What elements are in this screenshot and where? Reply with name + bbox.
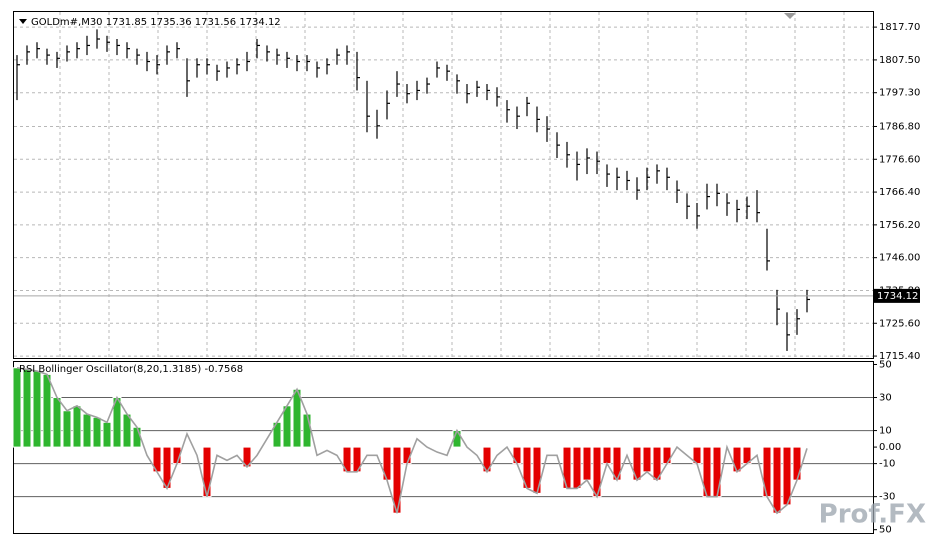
histogram-bar: [202, 446, 212, 498]
histogram-bar: [302, 413, 312, 448]
histogram-bar: [12, 367, 22, 448]
plot-layer: 1817.70 1807.50 1797.30 1786.80 1776.60 1766.…: [12, 12, 920, 536]
histogram-bar: [42, 373, 52, 448]
y-tick-label: 50: [879, 525, 892, 536]
oscillator-line: [16, 366, 808, 515]
oscillator-title: RSI Bollinger Oscillator(8,20,1.3185) -0…: [19, 364, 243, 375]
y-tick-label: 1715.40: [879, 351, 920, 362]
histogram-bar: [82, 413, 92, 448]
histogram-bar: [762, 446, 772, 498]
histogram-bar: [772, 446, 782, 514]
histogram-bar: [32, 370, 42, 448]
y-tick-label: 1776.60: [879, 154, 920, 165]
histogram-bar: [572, 446, 582, 489]
last-price-label: 1734.12: [877, 291, 918, 302]
histogram-bar: [602, 446, 612, 465]
y-tick-label: 50: [879, 359, 892, 370]
y-tick-label: 10: [879, 426, 892, 437]
y-tick-label: 1797.30: [879, 88, 920, 99]
histogram-bar: [712, 446, 722, 498]
histogram-bar: [282, 405, 292, 448]
y-tick-label: 1746.00: [879, 253, 920, 264]
watermark: Prof.FX: [819, 500, 926, 530]
y-tick-label: 30: [879, 393, 892, 404]
y-tick-label: -10: [879, 459, 895, 470]
price-title: GOLDm#,M30 1731.85 1735.36 1731.56 1734.…: [31, 17, 281, 28]
y-tick-label: 1725.60: [879, 318, 920, 329]
y-tick-label: 0.00: [879, 442, 901, 453]
y-tick-label: 1807.50: [879, 55, 920, 66]
y-tick-label: 1756.20: [879, 220, 920, 231]
histogram-bar: [732, 446, 742, 473]
histogram-bar: [582, 446, 592, 481]
histogram-bar: [92, 416, 102, 448]
last-price-box: [874, 288, 920, 303]
histogram-bar: [512, 446, 522, 465]
y-tick-label: 1817.70: [879, 22, 920, 33]
histogram-bar: [792, 446, 802, 481]
y-tick-label: -30: [879, 492, 895, 503]
y-tick-label: 1766.40: [879, 187, 920, 198]
histogram-bar: [72, 405, 82, 448]
shift-marker: [784, 13, 796, 19]
histogram-bar: [102, 421, 112, 448]
histogram-bar: [52, 397, 62, 448]
price-panel: [13, 11, 874, 359]
histogram-bar: [562, 446, 572, 489]
histogram-bar: [662, 446, 672, 465]
histogram-bar: [532, 446, 542, 494]
histogram-bar: [22, 368, 32, 448]
y-tick-label: 1786.80: [879, 121, 920, 132]
histogram-bar: [642, 446, 652, 473]
menu-arrow[interactable]: [19, 19, 27, 24]
histogram-bar: [62, 410, 72, 448]
